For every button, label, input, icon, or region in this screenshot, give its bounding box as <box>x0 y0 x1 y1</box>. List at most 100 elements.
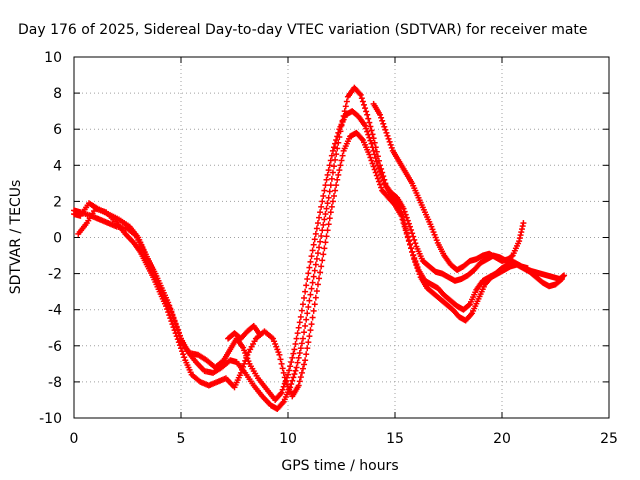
data-point-trace-c <box>302 357 309 364</box>
x-tick-label: 15 <box>386 431 404 447</box>
y-tick-label: -8 <box>48 375 62 391</box>
data-point-trace-e <box>524 265 531 272</box>
data-point-trace-b <box>410 233 417 240</box>
data-point-trace-c <box>311 301 318 308</box>
data-point-trace-b <box>334 133 341 140</box>
data-point-trace-c <box>308 321 315 328</box>
grid <box>74 57 609 418</box>
data-point-trace-a <box>316 244 323 251</box>
data-point-trace-b <box>377 168 384 175</box>
ticks: 0 5 10 15 20 25 -10 -8 -6 -4 -2 0 2 4 6 8 10 <box>39 50 618 447</box>
data-point-trace-b <box>277 390 284 397</box>
data-point-trace-c <box>167 315 174 322</box>
data-point-trace-b <box>331 144 338 151</box>
data-point-trace-c <box>327 209 334 216</box>
data-point-trace-c <box>405 238 412 245</box>
data-point-trace-c <box>301 361 308 368</box>
data-point-trace-d <box>257 331 264 338</box>
data-point-trace-b <box>364 128 371 135</box>
data-point-trace-b <box>412 240 419 247</box>
data-point-trace-a <box>307 291 314 298</box>
x-axis-label: GPS time / hours <box>281 458 398 474</box>
data-point-trace-a <box>368 127 375 134</box>
data-point-trace-a <box>362 105 369 112</box>
x-tick-label: 5 <box>177 431 186 447</box>
data-point-trace-c <box>174 336 181 343</box>
data-point-trace-a <box>290 374 297 381</box>
data-point-trace-c <box>406 241 413 248</box>
chart-title: Day 176 of 2025, Sidereal Day-to-day VTE… <box>18 22 588 38</box>
data-point-trace-e <box>385 135 392 142</box>
y-tick-label: 10 <box>44 50 62 66</box>
data-point-trace-c <box>181 354 188 361</box>
data-point-trace-a <box>325 194 332 201</box>
data-point-trace-b <box>367 137 374 144</box>
data-point-trace-c <box>375 178 382 185</box>
data-point-trace-c <box>404 234 411 241</box>
data-point-trace-c <box>558 276 565 283</box>
data-point-trace-b <box>291 346 298 353</box>
data-point-trace-c <box>370 163 377 170</box>
data-point-trace-b <box>316 214 323 221</box>
data-point-trace-e <box>388 144 395 151</box>
data-point-trace-a <box>302 322 309 329</box>
data-point-trace-b <box>363 125 370 132</box>
data-point-trace-a <box>465 302 472 309</box>
data-point-trace-b <box>400 205 407 212</box>
data-point-trace-c <box>180 351 187 358</box>
data-point-trace-c <box>414 265 421 272</box>
data-point-trace-c <box>410 252 417 259</box>
data-point-trace-b <box>370 147 377 154</box>
data-point-trace-b <box>303 282 310 289</box>
y-tick-label: 0 <box>53 231 62 247</box>
data-point-trace-e <box>380 120 387 127</box>
data-point-trace-a <box>298 340 305 347</box>
data-point-trace-b <box>371 151 378 158</box>
data-point-trace-b <box>365 131 372 138</box>
data-point-trace-c <box>242 357 249 364</box>
data-point-trace-a <box>296 350 303 357</box>
data-point-trace-c <box>310 307 317 314</box>
data-point-trace-e <box>384 132 391 139</box>
y-tick-label: -6 <box>48 339 62 355</box>
data-point-trace-c <box>163 303 170 310</box>
data-point-trace-c <box>373 172 380 179</box>
data-point-trace-c <box>176 342 183 349</box>
data-point-trace-a <box>322 211 329 218</box>
data-point-trace-b <box>375 165 382 172</box>
data-point-trace-c <box>178 345 184 352</box>
y-tick-label: -2 <box>48 267 62 283</box>
data-point-trace-b <box>279 386 286 393</box>
data-point-trace-b <box>292 340 299 347</box>
data-point-trace-c <box>169 321 176 328</box>
data-point-trace-c <box>165 309 172 316</box>
data-point-trace-c <box>281 374 288 381</box>
data-point-trace-c <box>306 333 313 340</box>
data-point-trace-c <box>296 378 303 385</box>
data-point-trace-b <box>327 157 334 164</box>
data-point-trace-a <box>359 98 366 105</box>
x-tick-label: 25 <box>600 431 618 447</box>
data-point-trace-e <box>377 111 384 118</box>
data-point-trace-e <box>382 126 389 133</box>
data-point-trace-a <box>343 98 350 105</box>
data-point-trace-b <box>406 223 413 230</box>
data-point-trace-b <box>317 209 324 216</box>
data-point-trace-b <box>318 203 325 210</box>
data-point-trace-c <box>171 327 178 334</box>
data-point-trace-a <box>301 329 308 336</box>
data-point-trace-e <box>387 141 394 148</box>
data-point-trace-c <box>317 269 324 276</box>
data-point-trace-a <box>363 108 370 115</box>
data-point-trace-c <box>408 245 415 252</box>
data-point-trace-b <box>374 162 381 169</box>
data-point-trace-b <box>321 187 328 194</box>
data-point-trace-c <box>168 318 175 325</box>
data-point-trace-a <box>305 303 312 310</box>
data-point-trace-a <box>321 216 328 223</box>
data-point-trace-c <box>335 171 342 178</box>
data-point-trace-c <box>328 203 335 210</box>
data-point-trace-b <box>301 294 308 301</box>
data-point-trace-b <box>319 198 326 205</box>
data-point-trace-b <box>404 217 411 224</box>
